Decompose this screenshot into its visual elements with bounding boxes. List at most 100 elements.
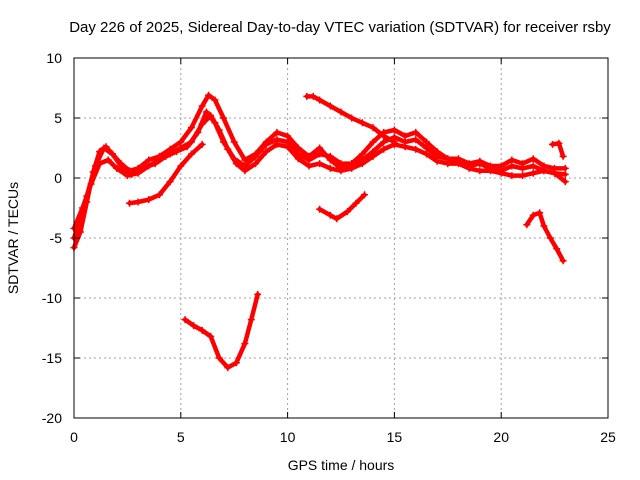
data-point <box>284 132 292 140</box>
data-point <box>187 124 195 132</box>
data-point <box>337 108 345 116</box>
grid-layer <box>74 58 608 418</box>
data-point <box>529 169 537 177</box>
y-tick-label: -20 <box>42 410 62 426</box>
data-point <box>508 162 516 170</box>
data-point <box>117 162 125 170</box>
data-point <box>262 148 270 156</box>
series-line <box>304 94 397 145</box>
data-point <box>561 178 569 186</box>
data-point <box>100 144 108 152</box>
data-point <box>108 150 116 158</box>
data-point <box>232 160 240 168</box>
data-point <box>134 169 142 177</box>
data-point <box>284 143 292 151</box>
data-point <box>540 167 548 175</box>
data-point <box>207 332 215 340</box>
data-point <box>316 205 324 213</box>
data-point <box>177 138 185 146</box>
data-point <box>215 354 223 362</box>
data-point <box>529 162 537 170</box>
series-track-g <box>316 191 368 223</box>
data-point <box>198 140 206 148</box>
data-point <box>205 91 213 99</box>
x-tick-label: 15 <box>387 429 403 445</box>
y-tick-label: -5 <box>50 230 63 246</box>
data-point <box>305 156 313 164</box>
series-line <box>71 109 568 241</box>
data-point <box>358 119 366 127</box>
data-point <box>348 164 356 172</box>
data-point <box>273 140 281 148</box>
data-point <box>220 114 228 122</box>
x-axis-label: GPS time / hours <box>288 457 395 473</box>
data-point <box>145 156 153 164</box>
data-point <box>316 150 324 158</box>
data-point <box>422 138 430 146</box>
data-point <box>358 160 366 168</box>
data-point <box>476 167 484 175</box>
y-tick-label: 0 <box>54 170 62 186</box>
data-point <box>390 126 398 134</box>
data-point <box>232 359 240 367</box>
data-point <box>113 164 121 172</box>
data-point <box>352 199 360 207</box>
series-track-i <box>548 139 567 160</box>
data-point <box>326 164 334 172</box>
data-point <box>333 215 341 223</box>
data-point <box>241 167 249 175</box>
data-point <box>561 170 569 178</box>
data-point <box>508 172 516 180</box>
data-point <box>247 316 255 324</box>
series-track-h <box>523 209 567 265</box>
data-point <box>476 160 484 168</box>
data-point <box>177 162 185 170</box>
data-point <box>166 150 174 158</box>
y-tick-label: -10 <box>42 290 62 306</box>
data-point <box>211 96 219 104</box>
series-track-b <box>70 108 569 242</box>
data-point <box>202 108 210 116</box>
data-point <box>380 132 388 140</box>
series-track-f <box>303 92 398 146</box>
data-point <box>540 222 548 230</box>
data-point <box>252 160 260 168</box>
data-point <box>326 211 334 219</box>
x-tick-label: 0 <box>70 429 78 445</box>
data-point <box>104 156 112 164</box>
data-point <box>166 178 174 186</box>
data-point <box>561 164 569 172</box>
data-point <box>380 138 388 146</box>
data-point <box>262 140 270 148</box>
data-point <box>348 114 356 122</box>
data-point <box>523 221 531 229</box>
data-point <box>198 120 206 128</box>
data-point <box>241 156 249 164</box>
data-point <box>252 152 260 160</box>
data-point <box>303 92 311 100</box>
data-point <box>444 160 452 168</box>
x-tick-label: 25 <box>600 429 616 445</box>
data-point <box>422 150 430 158</box>
data-point <box>487 167 495 175</box>
data-point <box>412 128 420 136</box>
data-point <box>497 169 505 177</box>
data-point <box>326 152 334 160</box>
data-point <box>546 234 554 242</box>
data-point <box>369 124 377 132</box>
data-point <box>241 340 249 348</box>
data-point <box>337 160 345 168</box>
data-point <box>551 169 559 177</box>
data-point <box>230 138 238 146</box>
data-point <box>198 326 206 334</box>
data-point <box>224 364 232 372</box>
data-point <box>123 172 131 180</box>
y-axis-label: SDTVAR / TECUs <box>5 182 21 294</box>
data-point <box>126 199 134 207</box>
data-point <box>215 126 223 134</box>
series-line <box>550 140 566 159</box>
data-point <box>548 140 556 148</box>
data-point <box>316 96 324 104</box>
data-point <box>337 167 345 175</box>
